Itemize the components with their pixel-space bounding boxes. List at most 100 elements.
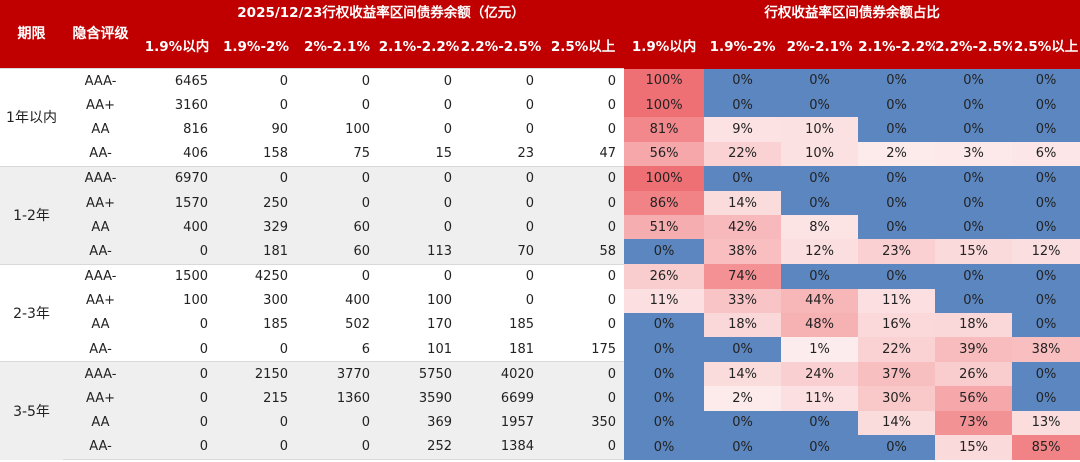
share-cell: 0% [781, 166, 859, 191]
term-cell: 1年以内 [0, 68, 63, 167]
amount-cell: 6970 [138, 165, 216, 191]
share-cell: 100% [624, 93, 705, 118]
amount-cell: 0 [460, 215, 542, 240]
amount-cell: 1957 [460, 410, 542, 435]
term-cell: 2-3年 [0, 263, 63, 362]
amount-cell: 0 [542, 68, 625, 94]
amount-cell: 60 [296, 215, 378, 240]
amount-cell: 6699 [460, 386, 542, 411]
share-cell: 6% [1012, 141, 1080, 167]
share-cell: 23% [858, 239, 936, 264]
table-row: 2-3年 AAA- 1500 4250 0 0 0 0 26% 74% 0% 0% 0% 0% [0, 263, 1080, 362]
table-row: AA+ 1570 250 0 0 0 0 86% 14% 0% 0% 0% 0% [0, 190, 1080, 216]
amount-cell: 15 [378, 141, 460, 167]
grade-cell: AA- [63, 141, 138, 167]
amount-cell: 2150 [216, 361, 296, 387]
share-cell: 8% [781, 215, 859, 240]
amount-cell: 0 [542, 117, 625, 142]
amount-band-header: 2.5%以上 [542, 26, 625, 69]
amount-cell: 6 [296, 337, 378, 362]
share-cell: 0% [935, 93, 1013, 118]
share-cell: 0% [781, 434, 859, 460]
amount-cell: 90 [216, 117, 296, 142]
amount-cell: 406 [138, 141, 216, 167]
share-cell: 0% [624, 386, 705, 411]
amount-band-header: 1.9%以内 [138, 26, 216, 69]
amount-cell: 0 [378, 190, 460, 216]
share-cell: 3% [935, 141, 1013, 167]
amount-cell: 0 [460, 288, 542, 313]
share-cell: 38% [1012, 337, 1080, 362]
share-cell: 37% [858, 361, 936, 387]
amount-cell: 0 [378, 93, 460, 118]
amount-cell: 0 [138, 361, 216, 387]
table-row: AA+ 3160 0 0 0 0 0 100% 0% 0% 0% 0% 0% [0, 93, 1080, 118]
term-header: 期限 [0, 0, 63, 69]
share-cell: 12% [781, 239, 859, 264]
share-cell: 0% [935, 166, 1013, 191]
share-cell: 0% [858, 264, 936, 289]
grade-cell: AA+ [63, 93, 138, 118]
amount-cell: 0 [296, 68, 378, 94]
share-cell: 0% [624, 239, 705, 264]
amount-band-header: 1.9%-2% [216, 26, 296, 69]
share-cell: 0% [704, 166, 782, 191]
share-cell: 0% [858, 434, 936, 460]
amount-cell: 185 [216, 312, 296, 338]
amount-cell: 158 [216, 141, 296, 167]
amount-cell: 0 [138, 312, 216, 338]
share-band-header: 2.5%以上 [1012, 26, 1080, 69]
amount-cell: 181 [216, 239, 296, 264]
amount-cell: 0 [296, 190, 378, 216]
amount-cell: 0 [542, 93, 625, 118]
share-cell: 1% [781, 337, 859, 362]
share-cell: 0% [858, 117, 936, 142]
amount-cell: 350 [542, 410, 625, 435]
share-cell: 0% [858, 93, 936, 118]
amount-cell: 0 [460, 165, 542, 191]
grade-cell: AA- [63, 434, 138, 460]
share-cell: 12% [1012, 239, 1080, 264]
amount-cell: 300 [216, 288, 296, 313]
amount-cell: 0 [138, 337, 216, 362]
amount-group-header: 2025/12/23行权收益率区间债券余额（亿元） [138, 0, 625, 26]
share-band-header: 2.2%-2.5% [935, 26, 1013, 69]
share-cell: 81% [624, 117, 705, 142]
share-cell: 0% [624, 312, 705, 338]
share-cell: 0% [1012, 190, 1080, 216]
share-cell: 13% [1012, 410, 1080, 435]
amount-cell: 0 [216, 68, 296, 94]
share-cell: 0% [1012, 166, 1080, 191]
share-cell: 16% [858, 312, 936, 338]
share-cell: 0% [935, 215, 1013, 240]
share-cell: 11% [781, 386, 859, 411]
amount-cell: 0 [378, 263, 460, 289]
table-row: AA+ 0 215 1360 3590 6699 0 0% 2% 11% 30% 56% 0% [0, 386, 1080, 411]
amount-cell: 100 [378, 288, 460, 313]
amount-cell: 0 [138, 410, 216, 435]
share-cell: 15% [935, 434, 1013, 460]
amount-cell: 3590 [378, 386, 460, 411]
grade-cell: AAA- [63, 263, 138, 289]
share-cell: 14% [704, 361, 782, 387]
amount-cell: 1360 [296, 386, 378, 411]
share-cell: 0% [935, 117, 1013, 142]
table-row: AA 400 329 60 0 0 0 51% 42% 8% 0% 0% 0% [0, 215, 1080, 240]
table-header: 期限 隐含评级 2025/12/23行权收益率区间债券余额（亿元） 行权收益率区… [0, 0, 1080, 69]
share-cell: 0% [624, 434, 705, 460]
amount-cell: 0 [460, 117, 542, 142]
amount-cell: 0 [216, 93, 296, 118]
term-cell: 3-5年 [0, 361, 63, 460]
amount-cell: 0 [460, 93, 542, 118]
amount-cell: 181 [460, 337, 542, 362]
amount-cell: 0 [460, 263, 542, 289]
band-header-row: 1.9%以内 1.9%-2% 2%-2.1% 2.1%-2.2% 2.2%-2.5% 2.… [0, 26, 1080, 69]
amount-band-header: 2.2%-2.5% [460, 26, 542, 69]
share-cell: 30% [858, 386, 936, 411]
grade-cell: AA [63, 117, 138, 142]
grade-header: 隐含评级 [63, 0, 138, 69]
amount-cell: 170 [378, 312, 460, 338]
share-cell: 0% [935, 264, 1013, 289]
amount-cell: 185 [460, 312, 542, 338]
